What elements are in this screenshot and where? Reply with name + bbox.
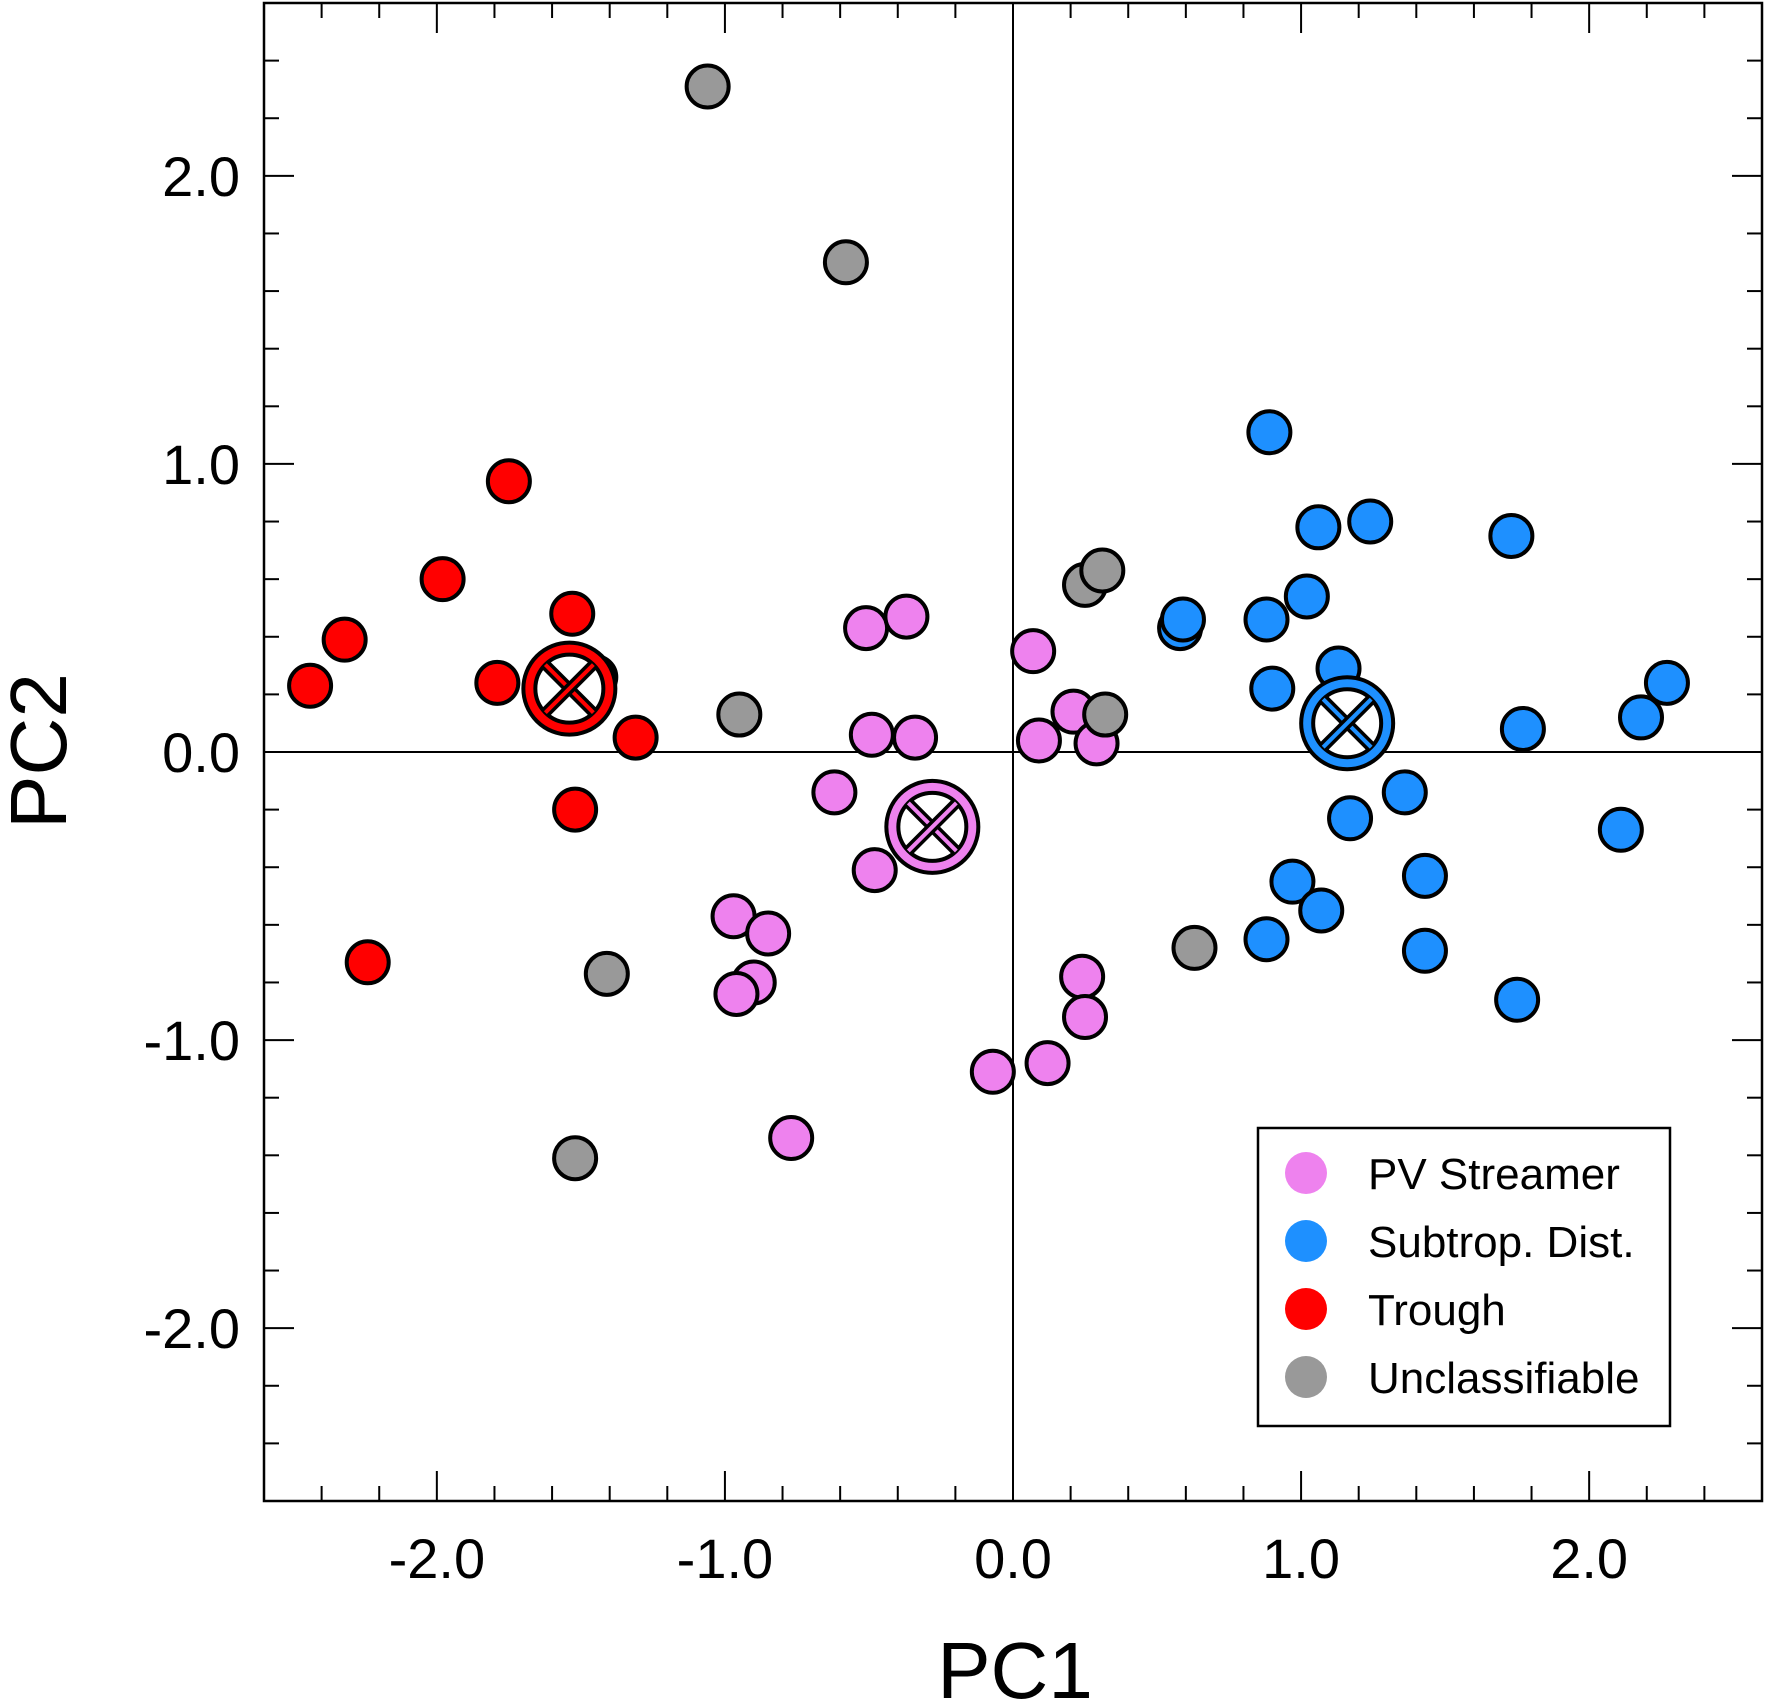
legend-label-pv-streamer: PV Streamer [1368,1150,1620,1199]
data-point [768,1115,815,1162]
data-point [1327,795,1374,842]
data-point [1401,852,1448,899]
x-tick-label: -2.0 [389,1527,486,1590]
data-point [1243,916,1290,963]
centroid-pv-streamer [884,778,981,875]
data-point [1295,504,1342,551]
data-point [321,616,368,663]
data-point [583,950,630,997]
data-point [612,714,659,761]
data-point [716,691,763,738]
series-subtrop-dist [1157,409,1690,1023]
data-point [713,970,760,1017]
y-axis-title: PC2 [0,673,83,829]
data-point [1488,512,1535,559]
data-point [848,711,895,758]
data-point [1381,769,1428,816]
y-tick-label: 2.0 [162,145,240,208]
legend-label-subtrop-dist: Subtrop. Dist. [1368,1218,1635,1267]
legend-swatch-unclassifiable [1285,1356,1327,1398]
data-point [1062,994,1109,1041]
data-point [419,556,466,603]
data-point [1494,976,1541,1023]
x-axis-title: PC1 [937,1626,1093,1704]
data-point [1499,705,1546,752]
data-point [1159,596,1206,643]
data-point [1347,498,1394,545]
data-point [843,605,890,652]
data-point [474,659,521,706]
legend-label-unclassifiable: Unclassifiable [1368,1354,1639,1403]
points-layer [287,63,1690,1182]
data-point [1643,659,1690,706]
data-point [892,714,939,761]
data-point [1269,858,1316,905]
data-point [1618,694,1665,741]
data-point [684,63,731,110]
legend-swatch-subtrop-dist [1285,1220,1327,1262]
legend: PV Streamer Subtrop. Dist. Trough Unclassif… [1256,1126,1672,1428]
legend-swatch-trough [1285,1288,1327,1330]
data-point [1243,596,1290,643]
data-point [1171,924,1218,971]
legend-label-trough: Trough [1368,1286,1506,1335]
y-tick-label: -2.0 [144,1297,241,1360]
data-point [1597,806,1644,853]
data-point [1010,628,1057,675]
data-point [1059,953,1106,1000]
data-point [811,769,858,816]
centroid-cross [543,663,595,715]
y-tick-label: 1.0 [162,433,240,496]
x-tick-label: 2.0 [1550,1527,1628,1590]
data-point [287,662,334,709]
data-point [1283,573,1330,620]
x-tick-label: 0.0 [974,1527,1052,1590]
data-point [1079,547,1126,594]
legend-swatch-pv-streamer [1285,1152,1327,1194]
y-tick-label: -1.0 [144,1009,241,1072]
data-point [1298,887,1345,934]
centroid-cross [906,801,958,853]
x-tick-label: 1.0 [1262,1527,1340,1590]
data-point [344,939,391,986]
data-point [1024,1040,1071,1087]
data-point [883,593,930,640]
axes-layer: -2.0 -1.0 0.0 1.0 2.0 -2.0 -1.0 0.0 1.0 2.0 [144,1,1764,1590]
series-pv-streamer [710,593,1120,1162]
centroid-subtrop-dist [1299,675,1396,772]
data-point [969,1048,1016,1095]
data-point [1246,409,1293,456]
data-point [552,786,599,833]
data-point [552,1135,599,1182]
series-unclassifiable [552,63,1218,1182]
x-tick-label: -1.0 [677,1527,774,1590]
data-point [1249,665,1296,712]
data-point [549,590,596,637]
data-point [745,910,792,957]
centroid-cross [1321,697,1373,749]
data-point [851,847,898,894]
data-point [822,239,869,286]
centroid-trough [521,640,618,737]
data-point [1401,927,1448,974]
data-point [1082,691,1129,738]
data-point [1015,717,1062,764]
data-point [485,458,532,505]
y-tick-label: 0.0 [162,721,240,784]
